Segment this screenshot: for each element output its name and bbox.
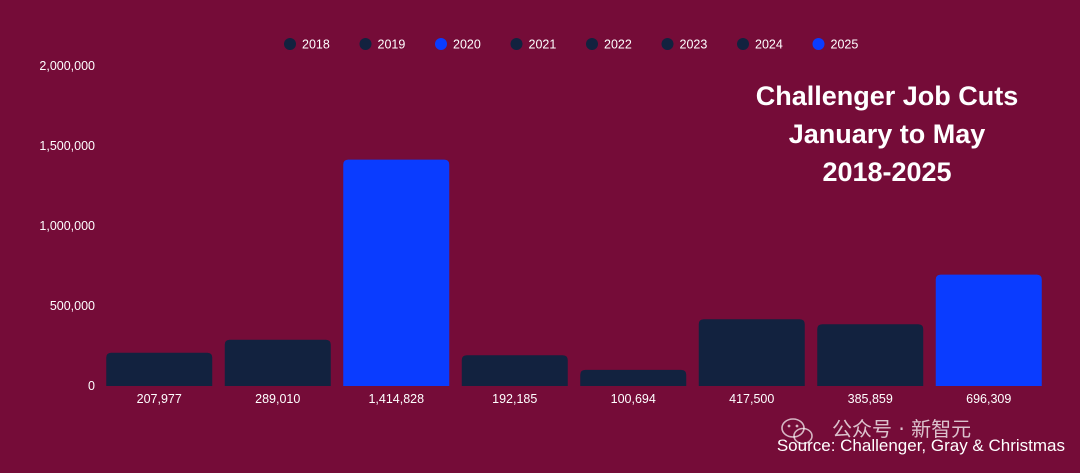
legend-label-2020: 2020 bbox=[453, 38, 481, 52]
value-label-2023: 417,500 bbox=[729, 392, 774, 406]
value-label-2025: 696,309 bbox=[966, 392, 1011, 406]
bar-2023 bbox=[698, 319, 805, 386]
value-label-2020: 1,414,828 bbox=[368, 392, 424, 406]
y-tick-label: 500,000 bbox=[50, 299, 95, 313]
legend-label-2018: 2018 bbox=[302, 38, 330, 52]
legend: 2018 2019 2020 2021 2022 2023 2024 2025 bbox=[284, 38, 858, 52]
bars bbox=[106, 159, 1042, 386]
value-label-2021: 192,185 bbox=[492, 392, 537, 406]
watermark: 公众号 · 新智元 bbox=[781, 417, 971, 445]
x-value-labels: 207,977 289,010 1,414,828 192,185 100,694 417… bbox=[137, 392, 1012, 406]
watermark-text: 公众号 · 新智元 bbox=[832, 417, 971, 441]
legend-marker-2024 bbox=[737, 38, 749, 50]
y-tick-label: 1,000,000 bbox=[39, 219, 95, 233]
y-tick-label: 0 bbox=[88, 379, 95, 393]
legend-label-2023: 2023 bbox=[680, 38, 708, 52]
chart-title: Challenger Job Cuts January to May 2018-20… bbox=[756, 81, 1019, 187]
legend-label-2021: 2021 bbox=[529, 38, 557, 52]
legend-label-2024: 2024 bbox=[755, 38, 783, 52]
y-axis: 0 500,000 1,000,000 1,500,000 2,000,000 bbox=[39, 59, 95, 393]
bar-2021 bbox=[461, 355, 568, 386]
legend-marker-2020 bbox=[435, 38, 447, 50]
value-label-2022: 100,694 bbox=[611, 392, 656, 406]
legend-marker-2025 bbox=[812, 38, 825, 50]
bar-2018 bbox=[106, 352, 213, 386]
bar-2022 bbox=[580, 369, 687, 386]
value-label-2018: 207,977 bbox=[137, 392, 182, 406]
legend-marker-2019 bbox=[359, 38, 372, 50]
legend-marker-2022 bbox=[586, 38, 598, 50]
y-tick-label: 1,500,000 bbox=[39, 139, 95, 153]
bar-2020 bbox=[343, 159, 450, 386]
legend-marker-2023 bbox=[661, 38, 674, 50]
wechat-icon bbox=[781, 418, 813, 445]
chart-title-line: 2018-2025 bbox=[822, 157, 951, 187]
value-label-2019: 289,010 bbox=[255, 392, 300, 406]
chart-title-line: January to May bbox=[789, 119, 986, 149]
legend-label-2022: 2022 bbox=[604, 38, 632, 52]
bar-2019 bbox=[224, 339, 331, 386]
legend-marker-2018 bbox=[284, 38, 296, 50]
source-note: Source: Challenger, Gray & Christmas bbox=[777, 436, 1065, 455]
legend-label-2025: 2025 bbox=[831, 38, 859, 52]
value-label-2024: 385,859 bbox=[848, 392, 893, 406]
bar-2024 bbox=[817, 324, 924, 386]
legend-marker-2021 bbox=[510, 38, 523, 50]
bar-2025 bbox=[935, 274, 1042, 386]
y-tick-label: 2,000,000 bbox=[39, 59, 95, 73]
chart-title-line: Challenger Job Cuts bbox=[756, 81, 1019, 111]
legend-label-2019: 2019 bbox=[378, 38, 406, 52]
